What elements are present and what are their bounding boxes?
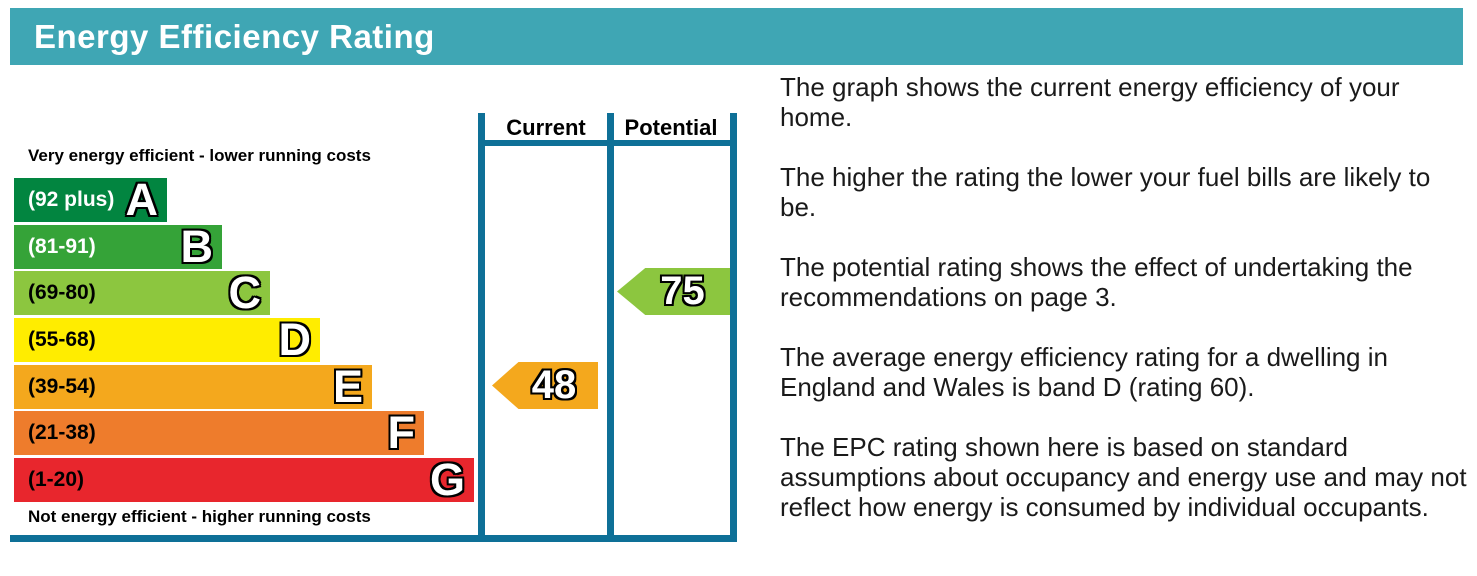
chart-bottom-border — [10, 535, 737, 542]
band-row-d: (55-68) D — [14, 314, 320, 365]
band-letter: C — [228, 267, 262, 318]
band-letter: F — [387, 407, 416, 458]
band-range-label: (21-38) — [28, 421, 96, 444]
description-paragraph: The graph shows the current energy effic… — [780, 72, 1400, 132]
description-paragraph: The average energy efficiency rating for… — [780, 342, 1388, 402]
energy-efficiency-chart: Very energy efficient - lower running co… — [10, 113, 737, 542]
band-range-label: (92 plus) — [28, 188, 115, 211]
column-header-current: Current — [506, 115, 586, 140]
band-range-label: (39-54) — [28, 375, 96, 398]
column-header-underline — [478, 140, 737, 146]
band-range-label: (1-20) — [28, 468, 85, 491]
band-range-label: (81-91) — [28, 235, 96, 258]
description-paragraph: The potential rating shows the effect of… — [780, 252, 1413, 312]
description-paragraph: The higher the rating the lower your fue… — [780, 162, 1431, 222]
band-range-label: (55-68) — [28, 328, 96, 351]
current-rating-value: 48 — [531, 363, 577, 407]
band-row-e: (39-54) E — [14, 361, 372, 412]
band-letter: G — [429, 454, 465, 505]
column-border-right — [730, 113, 737, 542]
band-row-g: (1-20) G — [14, 454, 474, 505]
band-letter: D — [278, 314, 312, 365]
band-row-f: (21-38) F — [14, 407, 424, 458]
column-border-left — [478, 113, 485, 542]
description-text: The graph shows the current energy effic… — [780, 72, 1472, 552]
column-header-potential: Potential — [624, 115, 718, 140]
chart-bottom-caption: Not energy efficient - higher running co… — [28, 507, 371, 526]
band-letter: A — [125, 174, 159, 225]
potential-rating-value: 75 — [660, 269, 705, 313]
column-border-middle — [607, 113, 614, 542]
band-row-a: (92 plus) A — [14, 174, 167, 225]
band-range-label: (69-80) — [28, 281, 96, 304]
page-title: Energy Efficiency Rating — [34, 17, 435, 55]
description-paragraph: The EPC rating shown here is based on st… — [780, 432, 1467, 522]
potential-rating-arrow: 75 — [617, 268, 730, 315]
current-rating-arrow: 48 — [492, 362, 598, 409]
band-row-c: (69-80) C — [14, 267, 270, 318]
band-letter: B — [180, 221, 214, 272]
band-letter: E — [332, 361, 363, 412]
band-row-b: (81-91) B — [14, 221, 222, 272]
chart-top-caption: Very energy efficient - lower running co… — [28, 146, 371, 165]
section-header-bar: Energy Efficiency Rating — [10, 8, 1463, 65]
